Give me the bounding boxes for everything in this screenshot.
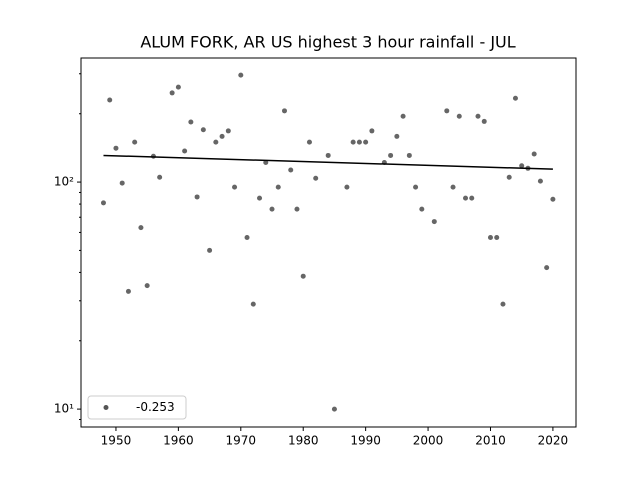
point	[356, 139, 362, 145]
chart-title: ALUM FORK, AR US highest 3 hour rainfall…	[140, 33, 515, 52]
point	[188, 119, 194, 125]
point	[244, 235, 250, 241]
x-tick-label: 2000	[413, 434, 444, 448]
point	[350, 139, 356, 145]
x-tick-label: 2020	[538, 434, 569, 448]
point	[300, 273, 306, 279]
point	[537, 178, 543, 184]
point	[544, 265, 550, 271]
point	[550, 196, 556, 202]
trend-line	[103, 154, 553, 170]
point	[419, 206, 425, 212]
legend-label: -0.253	[136, 400, 175, 414]
y-tick-label: 10²	[54, 175, 74, 189]
point	[306, 139, 312, 145]
point	[100, 200, 106, 206]
axes-frame	[80, 57, 577, 428]
point	[263, 159, 269, 165]
point	[132, 139, 138, 145]
point	[512, 95, 518, 101]
point	[238, 72, 244, 78]
point	[331, 406, 337, 412]
point	[487, 235, 493, 241]
point	[500, 301, 506, 307]
y-tick-label: 10¹	[54, 402, 74, 416]
x-tick-label: 1990	[350, 434, 381, 448]
point	[225, 128, 231, 134]
point	[506, 174, 512, 180]
point	[144, 283, 150, 289]
point	[194, 194, 200, 200]
point	[344, 184, 350, 190]
point	[232, 184, 238, 190]
legend-box	[87, 395, 187, 420]
point	[313, 175, 319, 181]
point	[463, 195, 469, 201]
point	[113, 145, 119, 151]
point	[494, 235, 500, 241]
point	[125, 288, 131, 294]
point	[269, 206, 275, 212]
point	[213, 139, 219, 145]
point	[219, 133, 225, 139]
point	[444, 108, 450, 114]
point	[519, 163, 525, 169]
point	[456, 113, 462, 119]
point	[119, 180, 125, 186]
point	[157, 174, 163, 180]
legend-marker	[103, 405, 109, 410]
point	[369, 128, 375, 134]
point	[363, 139, 369, 145]
point	[175, 84, 181, 90]
point	[138, 225, 144, 231]
point	[531, 151, 537, 157]
point	[431, 219, 437, 225]
point	[394, 133, 400, 139]
point	[450, 184, 456, 190]
point	[294, 206, 300, 212]
point	[325, 152, 331, 158]
point	[169, 90, 175, 96]
point	[481, 118, 487, 124]
point	[288, 167, 294, 173]
point	[107, 97, 113, 103]
point	[207, 247, 213, 253]
point	[250, 301, 256, 307]
point	[400, 113, 406, 119]
point	[182, 148, 188, 154]
point	[388, 152, 394, 158]
x-tick-label: 1980	[288, 434, 319, 448]
point	[406, 152, 412, 158]
x-tick-label: 1960	[163, 434, 194, 448]
point	[275, 184, 281, 190]
point	[469, 195, 475, 201]
point	[413, 184, 419, 190]
point	[281, 108, 287, 114]
x-tick-label: 2010	[475, 434, 506, 448]
point	[475, 113, 481, 119]
x-tick-label: 1950	[101, 434, 132, 448]
x-tick-label: 1970	[226, 434, 257, 448]
point	[200, 127, 206, 133]
point	[257, 195, 263, 201]
